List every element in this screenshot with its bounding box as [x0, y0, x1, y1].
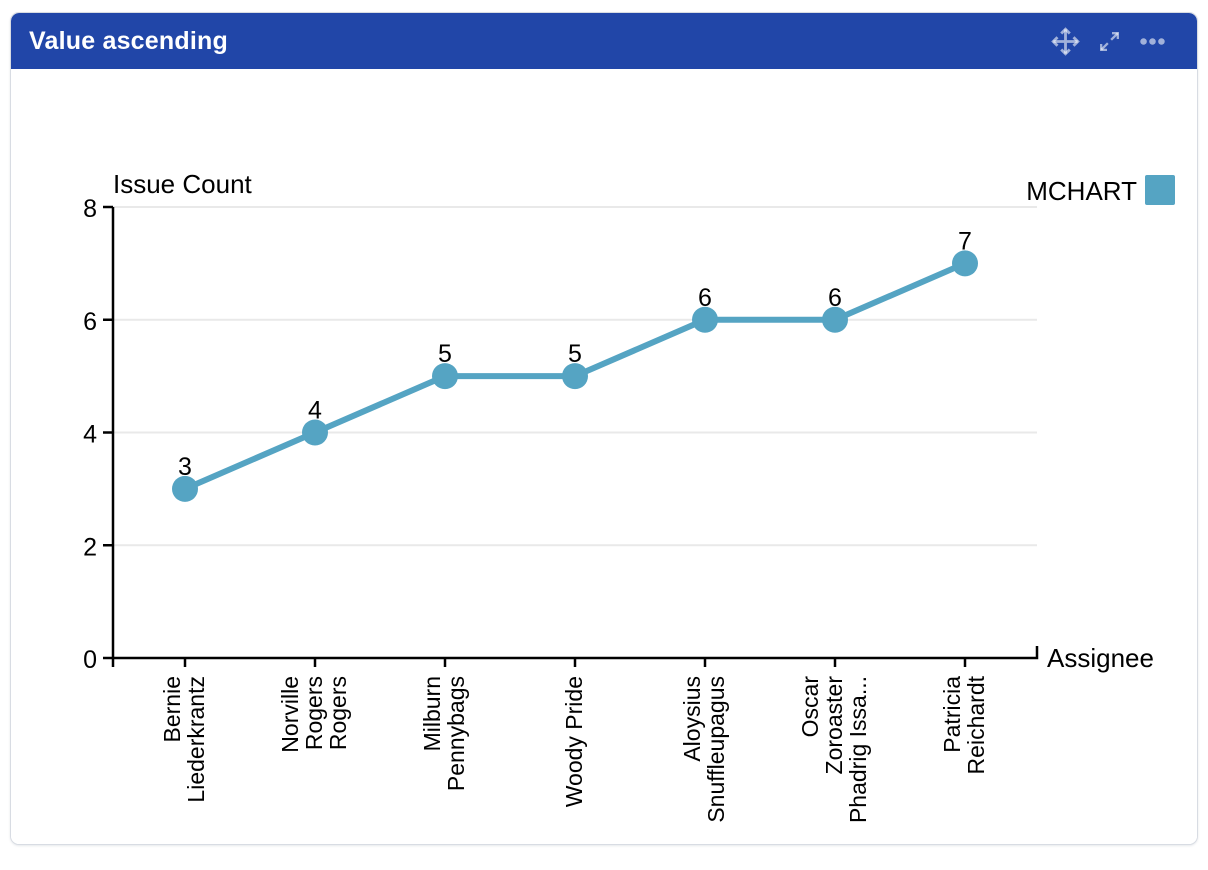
legend-label: MCHART [1026, 176, 1137, 206]
data-point[interactable] [432, 363, 458, 390]
data-label: 7 [958, 227, 972, 255]
data-point[interactable] [952, 250, 978, 277]
gadget-title: Value ascending [29, 26, 228, 55]
expand-icon[interactable] [1097, 29, 1122, 54]
y-tick-label: 8 [83, 195, 97, 223]
data-point[interactable] [562, 363, 588, 390]
x-tick-label: Aloysius [679, 676, 705, 762]
x-tick-label: Zoroaster [821, 676, 847, 775]
move-icon[interactable] [1050, 26, 1081, 57]
x-tick-label: Rogers [301, 676, 327, 750]
x-tick-label: Phadrig Issa... [845, 676, 871, 823]
y-tick-label: 0 [83, 646, 97, 674]
x-tick-label: Milburn [419, 676, 445, 751]
y-tick-label: 2 [83, 533, 97, 561]
more-icon[interactable] [1138, 27, 1167, 56]
data-label: 5 [438, 340, 452, 368]
data-label: 4 [308, 397, 322, 425]
y-tick-label: 6 [83, 308, 97, 336]
chart-area: 0 2 4 6 8 Bernie Liederkrantz Norville Rogers Rog… [11, 69, 1197, 844]
x-axis-title: Assignee [1047, 643, 1154, 673]
x-axis [113, 646, 1039, 660]
x-tick-label: Rogers [325, 676, 351, 750]
data-label: 6 [698, 284, 712, 312]
y-axis-title: Issue Count [113, 169, 253, 199]
x-tick-label: Reichardt [963, 675, 989, 774]
x-tick-label: Bernie [159, 676, 185, 742]
data-point[interactable] [822, 306, 848, 333]
data-point[interactable] [172, 475, 198, 502]
header-actions [1050, 26, 1197, 57]
gadget-header: Value ascending [11, 13, 1197, 69]
data-label: 5 [568, 340, 582, 368]
data-point[interactable] [692, 306, 718, 333]
data-point[interactable] [302, 419, 328, 446]
x-tick-label: Patricia [939, 676, 965, 753]
data-label: 6 [828, 284, 842, 312]
gadget-panel: Value ascending [10, 12, 1198, 845]
x-tick-label: Norville [277, 676, 303, 753]
data-label: 3 [178, 453, 192, 481]
x-tick-label: Pennybags [443, 676, 469, 791]
legend-swatch[interactable] [1145, 175, 1175, 205]
x-tick-label: Woody Pride [561, 676, 587, 807]
x-tick-label: Liederkrantz [183, 676, 209, 803]
x-tick-label: Oscar [797, 676, 823, 738]
x-tick-label: Snuffleupagus [703, 676, 729, 823]
y-tick-label: 4 [83, 421, 97, 449]
